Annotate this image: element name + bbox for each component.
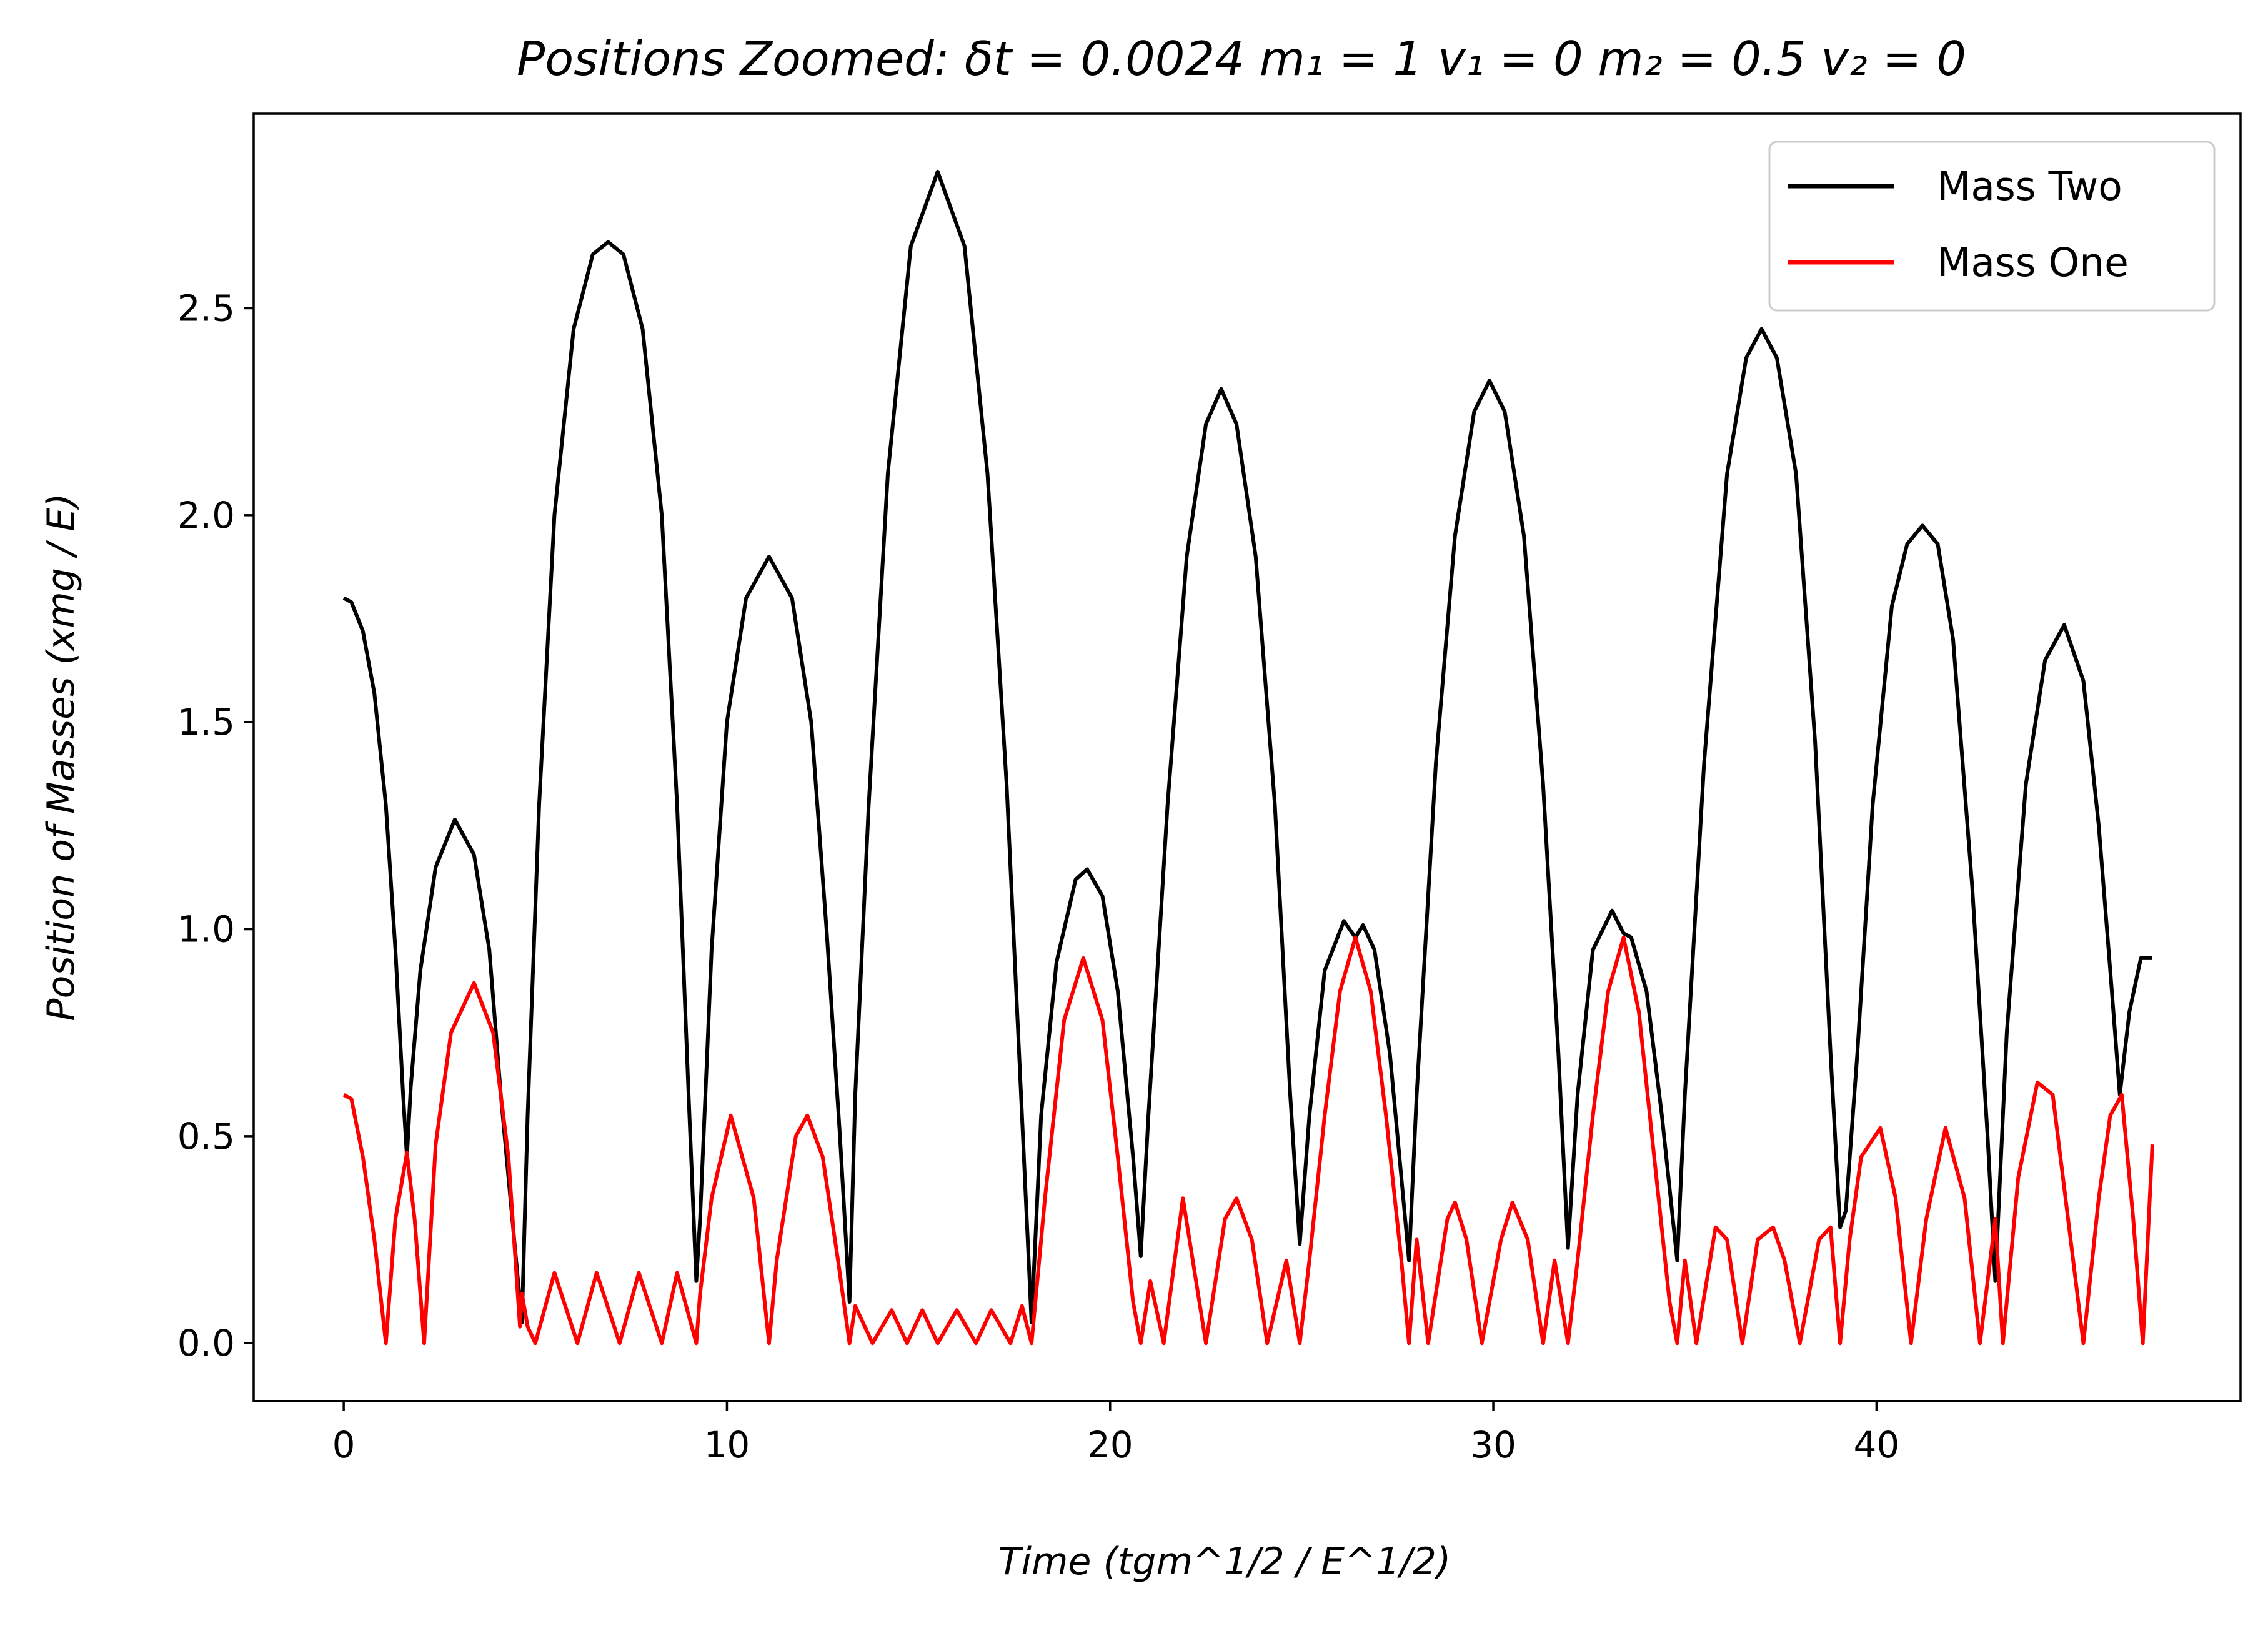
x-tick-label: 0: [332, 1424, 356, 1466]
plot-background: [254, 114, 2241, 1401]
legend: Mass Two Mass One: [1768, 141, 2216, 312]
plot-frame: [252, 112, 2242, 1402]
y-tick-label: 1.0: [177, 908, 235, 951]
x-axis-label: Time (tgm^1/2 / E^1/2): [998, 1540, 1451, 1584]
y-tick-label: 0.0: [177, 1322, 235, 1364]
x-tick-label: 30: [1470, 1424, 1516, 1466]
y-tick-label: 1.5: [177, 701, 235, 743]
chart-title: Positions Zoomed: δt = 0.0024 m₁ = 1 v₁ …: [517, 31, 1966, 86]
y-axis-ticks: 0.0 0.5 1.0 1.5 2.0 2.5: [177, 287, 254, 1364]
x-tick-label: 10: [704, 1424, 750, 1466]
y-tick-label: 0.5: [177, 1115, 235, 1158]
y-tick-label: 2.5: [177, 287, 235, 329]
legend-label-mass-one: Mass One: [1937, 240, 2129, 285]
x-axis-ticks: 0 10 20 30 40: [332, 1401, 1899, 1466]
x-tick-label: 20: [1087, 1424, 1133, 1466]
y-axis-label: Position of Masses (xmg / E): [39, 493, 83, 1021]
series-line-mass-one: [342, 935, 2154, 1346]
x-tick-label: 40: [1853, 1424, 1899, 1466]
legend-label-mass-two: Mass Two: [1937, 164, 2122, 209]
series-layer: [342, 169, 2154, 1346]
series-line-mass-two: [342, 169, 2152, 1325]
plot-area: [252, 112, 2242, 1402]
y-tick-label: 2.0: [177, 494, 235, 537]
